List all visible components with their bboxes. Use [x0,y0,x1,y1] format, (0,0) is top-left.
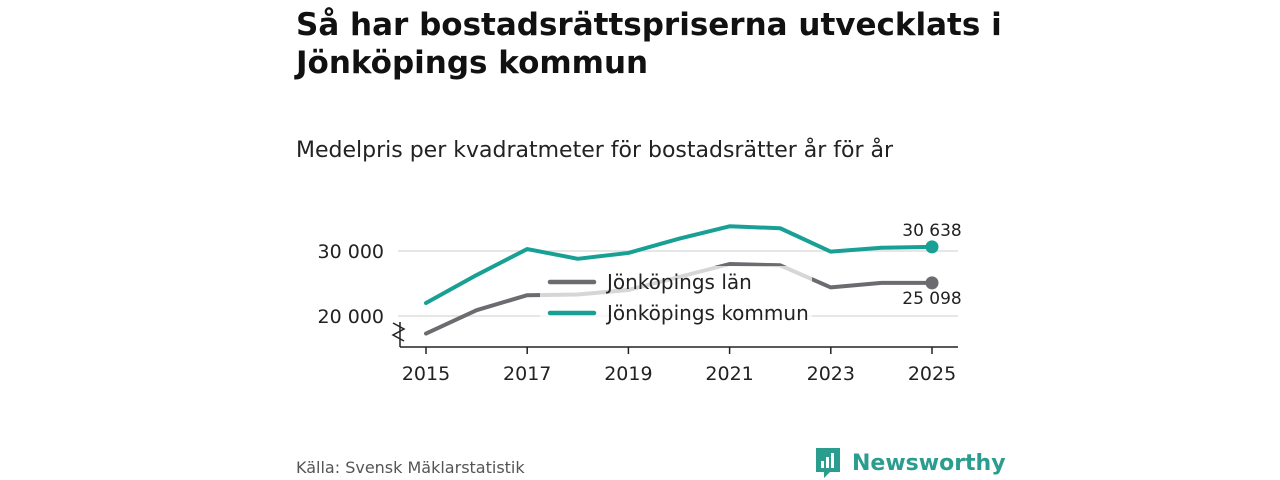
end-value-label-kommun: 30 638 [902,221,961,241]
end-point-kommun [925,240,939,254]
legend-label-kommun: Jönköpings kommun [605,301,809,325]
x-tick-label: 2021 [705,363,753,385]
end-point-lan [925,276,939,290]
y-tick-label: 20 000 [318,306,384,328]
legend: Jönköpings län Jönköpings kommun [540,266,812,328]
x-tick-label: 2019 [604,363,652,385]
x-tick-label: 2023 [807,363,855,385]
brand-name: Newsworthy [852,450,1006,476]
y-tick-label: 30 000 [318,241,384,263]
chart-title: Så har bostadsrättspriserna utvecklats i… [296,7,1002,81]
legend-background [540,266,812,328]
axis-break-icon [391,322,406,342]
x-tick-label: 2015 [402,363,450,385]
end-value-label-lan: 25 098 [902,289,961,309]
x-tick-label: 2025 [908,363,956,385]
legend-label-lan: Jönköpings län [605,270,752,294]
series-line-kommun [424,224,934,305]
chart-subtitle: Medelpris per kvadratmeter för bostadsrä… [296,138,894,163]
x-tick-label: 2017 [503,363,551,385]
newsworthy-logo: Newsworthy [814,446,1006,480]
source-note: Källa: Svensk Mäklarstatistik [296,458,525,477]
newsworthy-logo-icon [816,448,840,478]
